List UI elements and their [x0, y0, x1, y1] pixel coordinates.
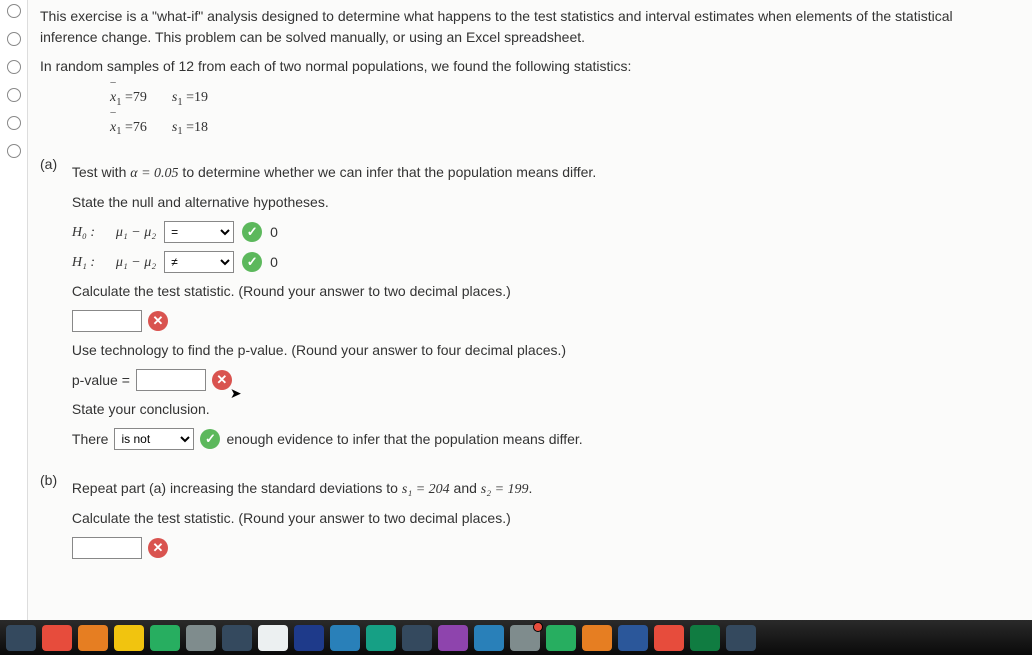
test-statistic-input-b[interactable] [72, 537, 142, 559]
h0-operator-select[interactable]: = [164, 221, 234, 243]
taskbar-app-icon[interactable] [222, 625, 252, 651]
taskbar-app-icon[interactable] [726, 625, 756, 651]
stats-row-2: x1 = 76 s1 = 18 [110, 117, 1012, 141]
cross-icon: ✕ [212, 370, 232, 390]
taskbar-app-icon[interactable] [258, 625, 288, 651]
nav-dot-3[interactable] [7, 60, 21, 74]
part-a-hypotheses-prompt: State the null and alternative hypothese… [72, 192, 1004, 213]
taskbar-app-icon[interactable] [186, 625, 216, 651]
part-a-label: (a) [40, 154, 68, 175]
question-navigator-rail [0, 0, 28, 620]
h1-zero: 0 [270, 252, 278, 273]
intro-text-2: In random samples of 12 from each of two… [40, 56, 1012, 77]
taskbar-app-icon[interactable] [510, 625, 540, 651]
conclusion-row: There is not ✓ enough evidence to infer … [72, 428, 1004, 450]
taskbar-app-icon[interactable] [150, 625, 180, 651]
question-content: This exercise is a "what-if" analysis de… [28, 0, 1032, 620]
check-icon: ✓ [200, 429, 220, 449]
page-container: This exercise is a "what-if" analysis de… [0, 0, 1032, 620]
part-a-question: Test with α = 0.05 to determine whether … [72, 162, 1004, 184]
pvalue-input-row: p-value = ✕ ➤ [72, 369, 1004, 391]
alt-hypothesis-row: H₁ : μ₁ − μ₂ ≠ ✓ 0 [72, 251, 1004, 273]
test-stat-input-row: ✕ [72, 310, 1004, 332]
part-a: (a) Test with α = 0.05 to determine whet… [40, 154, 1012, 458]
taskbar-app-icon[interactable] [582, 625, 612, 651]
taskbar-spotify-icon[interactable] [546, 625, 576, 651]
part-b-calc-prompt: Calculate the test statistic. (Round you… [72, 508, 1004, 529]
conclusion-select[interactable]: is not [114, 428, 194, 450]
conclusion-pre: There [72, 429, 109, 450]
sample-statistics: x1 = 79 s1 = 19 x1 = 76 s1 = 18 [110, 87, 1012, 140]
part-b-question: Repeat part (a) increasing the standard … [72, 478, 1004, 500]
h1-expression: μ₁ − μ₂ [116, 252, 156, 273]
part-b-label: (b) [40, 470, 68, 491]
conclusion-post: enough evidence to infer that the popula… [226, 429, 582, 450]
nav-dot-6[interactable] [7, 144, 21, 158]
taskbar-app-icon[interactable] [366, 625, 396, 651]
notification-badge-icon [533, 622, 543, 632]
part-b-test-stat-row: ✕ [72, 537, 1004, 559]
h1-label: H₁ : [72, 252, 108, 273]
pvalue-label: p-value = [72, 370, 130, 391]
pvalue-prompt: Use technology to find the p-value. (Rou… [72, 340, 1004, 361]
nav-dot-5[interactable] [7, 116, 21, 130]
nav-dot-2[interactable] [7, 32, 21, 46]
part-b: (b) Repeat part (a) increasing the stand… [40, 470, 1012, 567]
taskbar-app-icon[interactable] [438, 625, 468, 651]
check-icon: ✓ [242, 252, 262, 272]
h0-label: H₀ : [72, 222, 108, 243]
taskbar-app-icon[interactable] [42, 625, 72, 651]
taskbar-app-icon[interactable] [114, 625, 144, 651]
check-icon: ✓ [242, 222, 262, 242]
taskbar-app-icon[interactable] [474, 625, 504, 651]
taskbar [0, 620, 1032, 655]
taskbar-word-icon[interactable] [618, 625, 648, 651]
taskbar-app-icon[interactable] [78, 625, 108, 651]
conclusion-prompt: State your conclusion. [72, 399, 1004, 420]
nav-dot-4[interactable] [7, 88, 21, 102]
pvalue-input[interactable] [136, 369, 206, 391]
cross-icon: ✕ [148, 538, 168, 558]
stats-row-1: x1 = 79 s1 = 19 [110, 87, 1012, 111]
taskbar-app-icon[interactable] [294, 625, 324, 651]
taskbar-app-icon[interactable] [402, 625, 432, 651]
taskbar-start-icon[interactable] [6, 625, 36, 651]
intro-text-1: This exercise is a "what-if" analysis de… [40, 6, 1012, 48]
h0-expression: μ₁ − μ₂ [116, 222, 156, 243]
cross-icon: ✕ [148, 311, 168, 331]
taskbar-excel-icon[interactable] [690, 625, 720, 651]
test-statistic-input[interactable] [72, 310, 142, 332]
taskbar-app-icon[interactable] [330, 625, 360, 651]
calc-test-stat-prompt: Calculate the test statistic. (Round you… [72, 281, 1004, 302]
nav-dot-1[interactable] [7, 4, 21, 18]
h0-zero: 0 [270, 222, 278, 243]
taskbar-app-icon[interactable] [654, 625, 684, 651]
h1-operator-select[interactable]: ≠ [164, 251, 234, 273]
null-hypothesis-row: H₀ : μ₁ − μ₂ = ✓ 0 [72, 221, 1004, 243]
